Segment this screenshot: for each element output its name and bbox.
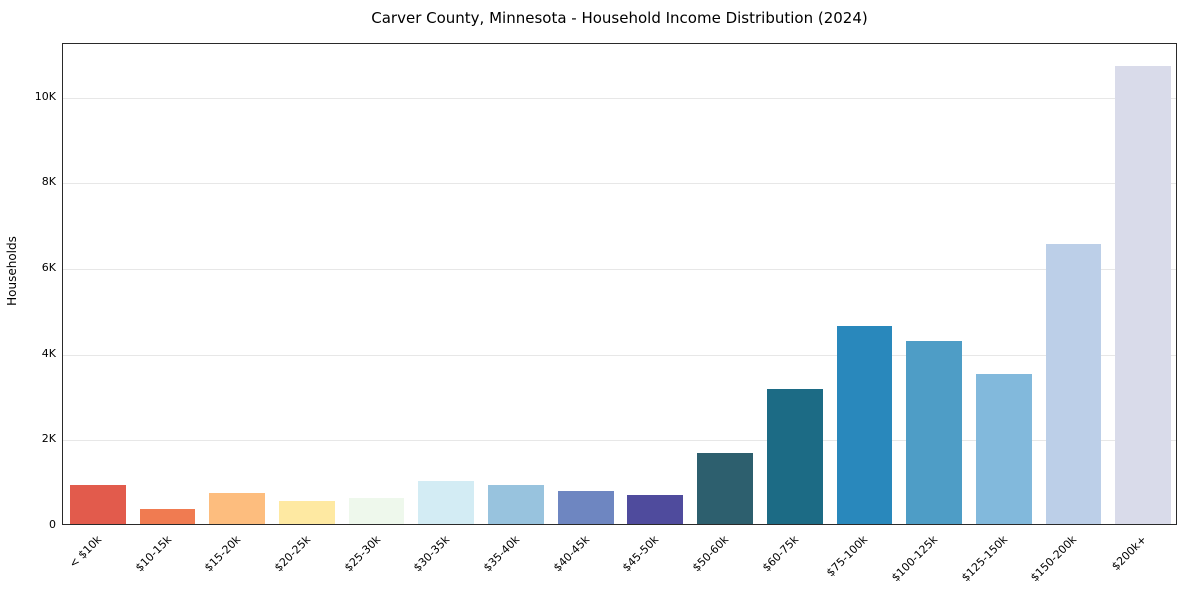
bar	[906, 341, 962, 524]
chart-title: Carver County, Minnesota - Household Inc…	[371, 9, 868, 27]
gridline	[63, 354, 1176, 356]
bar	[418, 480, 475, 524]
bar	[627, 495, 684, 524]
y-tick-label: 10K	[34, 89, 56, 103]
bar	[766, 389, 823, 524]
y-tick-label: 2K	[41, 432, 56, 446]
y-tick-label: 0	[49, 518, 56, 531]
bar	[697, 452, 753, 524]
bar	[279, 500, 335, 524]
bar	[488, 485, 544, 524]
plot-area	[62, 43, 1177, 525]
bar	[69, 484, 126, 524]
gridline	[63, 268, 1176, 270]
gridline	[63, 183, 1176, 185]
bar	[1115, 65, 1172, 524]
y-tick-label: 6K	[41, 260, 56, 274]
y-tick-label: 8K	[41, 175, 56, 189]
y-tick-label: 4K	[41, 346, 56, 360]
bar	[557, 490, 614, 524]
bar	[209, 493, 266, 524]
bar	[348, 497, 405, 524]
bar	[836, 326, 893, 524]
x-tick-label: < $10k	[66, 533, 105, 571]
bar	[975, 373, 1032, 524]
gridline	[63, 97, 1176, 99]
bar	[139, 509, 196, 524]
bar	[1045, 244, 1102, 524]
gridline	[63, 440, 1176, 442]
